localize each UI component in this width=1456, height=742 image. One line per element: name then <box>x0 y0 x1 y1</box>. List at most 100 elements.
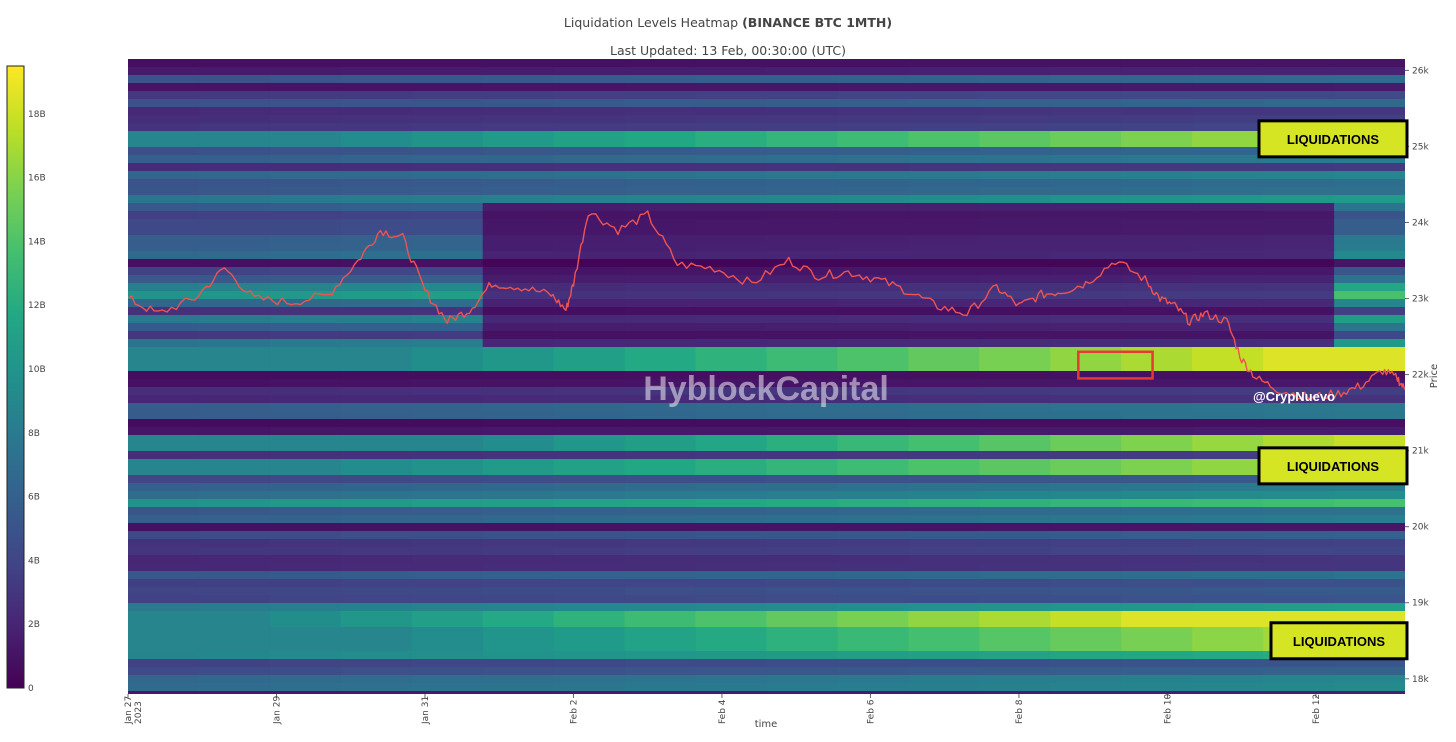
heat-cell <box>1263 299 1335 308</box>
heat-cell <box>198 123 271 132</box>
heat-cell <box>624 211 697 220</box>
heat-cell <box>553 563 626 572</box>
heat-cell <box>837 651 910 660</box>
heat-cell <box>1121 155 1194 164</box>
heat-cell <box>411 307 484 316</box>
heat-cell <box>979 467 1052 476</box>
heat-cell <box>1121 507 1194 516</box>
heat-cell <box>1192 547 1265 556</box>
heat-cell <box>128 315 200 324</box>
heat-cell <box>624 115 697 124</box>
heat-cell <box>766 491 839 500</box>
heat-cell <box>1192 483 1265 492</box>
y-tick-label: 23k <box>1412 295 1429 305</box>
heat-cell <box>1263 347 1335 356</box>
liquidation-annotation: LIQUIDATIONS <box>1257 446 1409 486</box>
heat-cell <box>1263 563 1335 572</box>
heat-cell <box>837 435 910 444</box>
heat-cell <box>269 627 342 636</box>
heat-cell <box>837 595 910 604</box>
heat-cell <box>1263 67 1335 76</box>
heat-cell <box>766 299 839 308</box>
heat-cell <box>411 603 484 612</box>
heat-cell <box>979 579 1052 588</box>
heat-cell <box>553 635 626 644</box>
heat-cell <box>553 283 626 292</box>
heat-cell <box>1263 531 1335 540</box>
heat-cell <box>1050 483 1123 492</box>
heat-cell <box>695 371 768 380</box>
heat-cell <box>1050 611 1123 620</box>
heat-cell <box>1334 203 1405 212</box>
heat-cell <box>695 155 768 164</box>
heat-cell <box>128 99 200 108</box>
heat-cell <box>979 163 1052 172</box>
heat-cell <box>482 235 555 244</box>
heat-cell <box>979 451 1052 460</box>
heat-cell <box>269 467 342 476</box>
heat-cell <box>1263 307 1335 316</box>
heat-cell <box>1192 579 1265 588</box>
heat-cell <box>1050 499 1123 508</box>
heat-cell <box>340 547 413 556</box>
heat-cell <box>766 339 839 348</box>
heat-cell <box>1334 555 1405 564</box>
heat-cell <box>553 459 626 468</box>
heat-cell <box>979 139 1052 148</box>
heat-cell <box>340 123 413 132</box>
heat-cell <box>482 467 555 476</box>
heat-cell <box>1121 355 1194 364</box>
heat-cell <box>1192 83 1265 92</box>
heat-cell <box>411 339 484 348</box>
heat-cell <box>1121 667 1194 676</box>
heat-cell <box>553 675 626 684</box>
heat-cell <box>128 219 200 228</box>
heat-cell <box>553 379 626 388</box>
heat-cell <box>340 171 413 180</box>
heat-cell <box>979 427 1052 436</box>
heat-cell <box>482 483 555 492</box>
heat-cell <box>411 451 484 460</box>
heat-cell <box>482 379 555 388</box>
heat-cell <box>1121 483 1194 492</box>
heat-cell <box>695 179 768 188</box>
heat-cell <box>766 579 839 588</box>
liquidation-annotation: LIQUIDATIONS <box>1257 119 1409 159</box>
heat-cell <box>1192 371 1265 380</box>
heat-cell <box>482 267 555 276</box>
heat-cell <box>482 291 555 300</box>
heat-cell <box>411 595 484 604</box>
heat-cell <box>766 435 839 444</box>
heat-cell <box>1192 179 1265 188</box>
heat-cell <box>1263 83 1335 92</box>
heat-cell <box>624 467 697 476</box>
heat-cell <box>1263 571 1335 580</box>
heat-cell <box>908 531 981 540</box>
chart-title-exchange: (BINANCE BTC 1MTH) <box>742 15 893 30</box>
heat-cell <box>411 619 484 628</box>
heat-cell <box>1192 563 1265 572</box>
heat-cell <box>411 139 484 148</box>
heat-cell <box>837 675 910 684</box>
heat-cell <box>411 251 484 260</box>
x-tick-label: Feb 8 <box>1015 699 1025 724</box>
heat-cell <box>128 443 200 452</box>
heat-cell <box>411 627 484 636</box>
heat-cell <box>269 115 342 124</box>
heat-cell <box>128 195 200 204</box>
heat-cell <box>1050 451 1123 460</box>
heat-cell <box>269 123 342 132</box>
heat-cell <box>624 339 697 348</box>
heat-cell <box>1334 675 1405 684</box>
heat-cell <box>340 675 413 684</box>
heat-cell <box>1121 195 1194 204</box>
heat-cell <box>624 379 697 388</box>
heat-cell <box>695 379 768 388</box>
heat-cell <box>1050 211 1123 220</box>
heat-cell <box>482 603 555 612</box>
heat-cell <box>553 275 626 284</box>
heat-cell <box>695 483 768 492</box>
heat-cell <box>553 435 626 444</box>
heat-cell <box>908 155 981 164</box>
heat-cell <box>340 483 413 492</box>
